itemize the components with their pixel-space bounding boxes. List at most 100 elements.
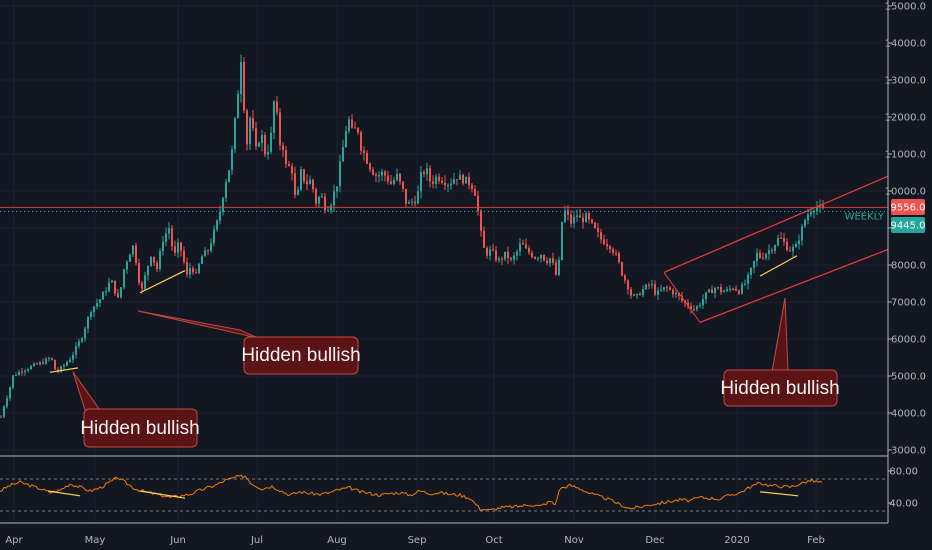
callout-hidden-bullish-2[interactable]: Hidden bullish bbox=[80, 408, 200, 448]
candle-body bbox=[81, 338, 83, 342]
candle-body bbox=[381, 171, 383, 176]
candle-body bbox=[714, 288, 716, 294]
candle-body bbox=[276, 101, 278, 113]
candle-body bbox=[693, 309, 695, 311]
candle-body bbox=[438, 176, 440, 181]
candle-body bbox=[42, 362, 44, 364]
candle-body bbox=[366, 152, 368, 164]
candle-body bbox=[480, 210, 482, 231]
rsi-axis[interactable]: 80.00 40.00 bbox=[888, 467, 918, 510]
candle-body bbox=[642, 288, 644, 295]
time-axis[interactable]: Apr May Jun Jul Aug Sep Oct Nov Dec 2020 Feb bbox=[5, 535, 825, 546]
channel-lower-line[interactable] bbox=[699, 248, 888, 323]
channel-upper-line[interactable] bbox=[663, 175, 888, 273]
candle-body bbox=[465, 176, 467, 184]
candle-body bbox=[660, 289, 662, 291]
candle-body bbox=[459, 174, 461, 180]
time-tick-label: Sep bbox=[408, 535, 427, 546]
candle-body bbox=[132, 245, 134, 255]
candle-body bbox=[702, 299, 704, 306]
candle-body bbox=[810, 212, 812, 215]
price-tick-label: 3000.0 bbox=[891, 446, 926, 457]
candle-body bbox=[210, 243, 212, 251]
candle-body bbox=[279, 112, 281, 146]
time-tick-label: Dec bbox=[645, 535, 664, 546]
candle-body bbox=[717, 287, 719, 289]
candle-body bbox=[57, 369, 59, 372]
time-tick-label: Oct bbox=[485, 535, 502, 546]
candle-body bbox=[795, 243, 797, 248]
candle-body bbox=[738, 290, 740, 294]
candle-body bbox=[708, 289, 710, 293]
candle-body bbox=[735, 288, 737, 291]
time-tick-label: Aug bbox=[327, 535, 347, 546]
price-tick-label: 7000.0 bbox=[891, 298, 926, 309]
candle-body bbox=[786, 241, 788, 251]
callout-hidden-bullish-1[interactable]: Hidden bullish bbox=[241, 336, 361, 375]
candle-body bbox=[474, 188, 476, 196]
candle-body bbox=[315, 189, 317, 204]
candle-body bbox=[387, 175, 389, 182]
candle-body bbox=[207, 250, 209, 252]
candle-body bbox=[456, 179, 458, 181]
rsi-divergence-line[interactable] bbox=[47, 490, 81, 497]
price-divergence-line[interactable] bbox=[49, 367, 79, 373]
price-tick-label: 13000.0 bbox=[885, 76, 926, 87]
candle-body bbox=[258, 143, 260, 147]
candle-body bbox=[534, 257, 536, 259]
candle-body bbox=[705, 292, 707, 300]
candle-body bbox=[318, 197, 320, 204]
candle-body bbox=[549, 258, 551, 264]
candle-body bbox=[177, 242, 179, 253]
candle-body bbox=[651, 284, 653, 286]
candle-body bbox=[219, 211, 221, 221]
candle-body bbox=[99, 299, 101, 303]
candle-body bbox=[159, 251, 161, 270]
rsi-divergence-line[interactable] bbox=[759, 491, 799, 497]
candle-body bbox=[321, 196, 323, 198]
candle-body bbox=[369, 163, 371, 170]
candle-body bbox=[111, 280, 113, 283]
candle-body bbox=[351, 119, 353, 128]
candle-body bbox=[513, 255, 515, 260]
candle-body bbox=[54, 359, 56, 370]
callout-hidden-bullish-3[interactable]: Hidden bullish bbox=[720, 369, 840, 407]
candle-body bbox=[696, 306, 698, 310]
callout-box bbox=[723, 369, 838, 407]
candle-body bbox=[195, 272, 197, 274]
candle-body bbox=[801, 226, 803, 241]
rsi-divergence-line[interactable] bbox=[139, 490, 186, 499]
candle-body bbox=[807, 214, 809, 221]
candle-body bbox=[414, 201, 416, 204]
candle-body bbox=[405, 188, 407, 204]
rsi-line bbox=[0, 474, 823, 511]
candle-body bbox=[333, 191, 335, 206]
candle-body bbox=[60, 366, 62, 372]
price-divergence-line[interactable] bbox=[759, 255, 798, 277]
candle-body bbox=[27, 369, 29, 371]
candle-body bbox=[273, 101, 275, 133]
time-tick-label: Jul bbox=[250, 535, 263, 546]
candle-body bbox=[51, 358, 53, 360]
price-divergence-line[interactable] bbox=[139, 270, 186, 294]
candle-body bbox=[108, 282, 110, 292]
channel-start-edge bbox=[663, 272, 701, 323]
candle-body bbox=[804, 220, 806, 227]
candle-body bbox=[753, 261, 755, 268]
candle-body bbox=[543, 254, 545, 261]
candle-body bbox=[384, 171, 386, 176]
candle-body bbox=[3, 406, 5, 417]
candle-body bbox=[741, 284, 743, 294]
callout-pointer bbox=[137, 310, 259, 339]
chart-overlays: WEEKLY bbox=[0, 175, 888, 373]
candle-body bbox=[300, 169, 302, 190]
weekly-label: WEEKLY bbox=[845, 211, 885, 222]
candle-body bbox=[486, 247, 488, 256]
candle-body bbox=[726, 289, 728, 291]
candle-body bbox=[393, 179, 395, 184]
candle-body bbox=[624, 275, 626, 281]
candle-body bbox=[192, 268, 194, 273]
price-tick-label: 12000.0 bbox=[885, 113, 926, 124]
candle-body bbox=[789, 250, 791, 252]
